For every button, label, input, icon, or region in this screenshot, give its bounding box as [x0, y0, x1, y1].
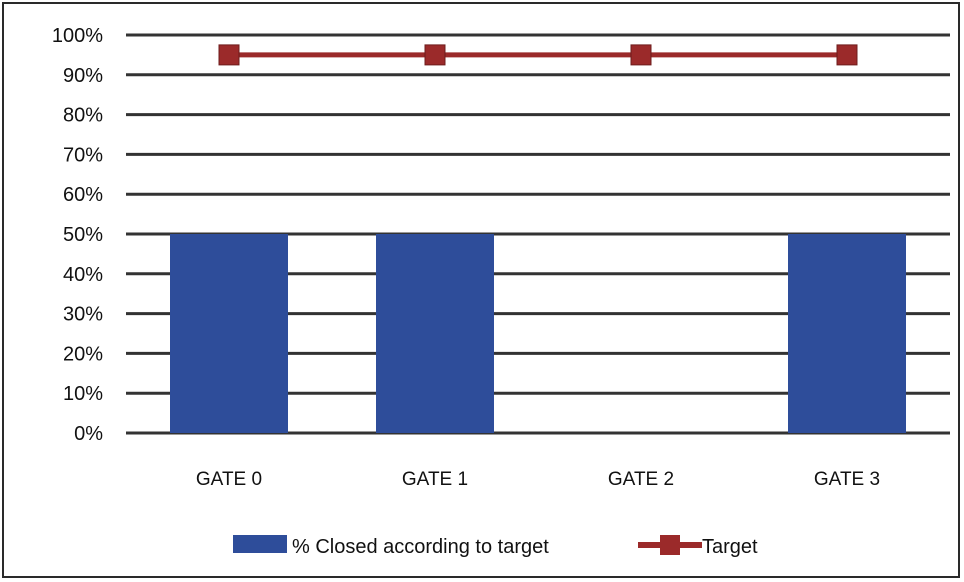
y-tick-label: 40%	[63, 264, 103, 286]
bar-series	[170, 234, 906, 433]
target-line-series	[218, 44, 858, 66]
y-tick-label: 80%	[63, 105, 103, 127]
x-category-label: GATE 3	[814, 469, 880, 490]
bar	[170, 234, 288, 433]
x-axis-category-labels: GATE 0 GATE 1 GATE 2 GATE 3	[196, 469, 880, 490]
y-tick-label: 10%	[63, 383, 103, 405]
legend-swatch-marker	[660, 535, 680, 555]
y-tick-label: 60%	[63, 184, 103, 206]
y-tick-label: 50%	[63, 224, 103, 246]
bar	[376, 234, 494, 433]
legend-label-line: Target	[702, 536, 758, 558]
y-tick-label: 20%	[63, 343, 103, 365]
target-marker	[424, 44, 446, 66]
y-axis-tick-labels: 0% 10% 20% 30% 40% 50% 60% 70% 80% 90% 100%	[52, 25, 103, 445]
legend: % Closed according to target Target	[233, 535, 758, 558]
target-marker	[630, 44, 652, 66]
x-category-label: GATE 0	[196, 469, 262, 490]
y-tick-label: 90%	[63, 65, 103, 87]
target-marker	[218, 44, 240, 66]
y-tick-label: 30%	[63, 304, 103, 326]
target-marker	[836, 44, 858, 66]
x-category-label: GATE 1	[402, 469, 468, 490]
legend-swatch-bar	[233, 535, 287, 553]
y-tick-label: 0%	[74, 423, 103, 445]
bar	[788, 234, 906, 433]
y-tick-label: 100%	[52, 25, 103, 47]
legend-label-bar: % Closed according to target	[292, 536, 549, 558]
y-tick-label: 70%	[63, 144, 103, 166]
x-category-label: GATE 2	[608, 469, 674, 490]
